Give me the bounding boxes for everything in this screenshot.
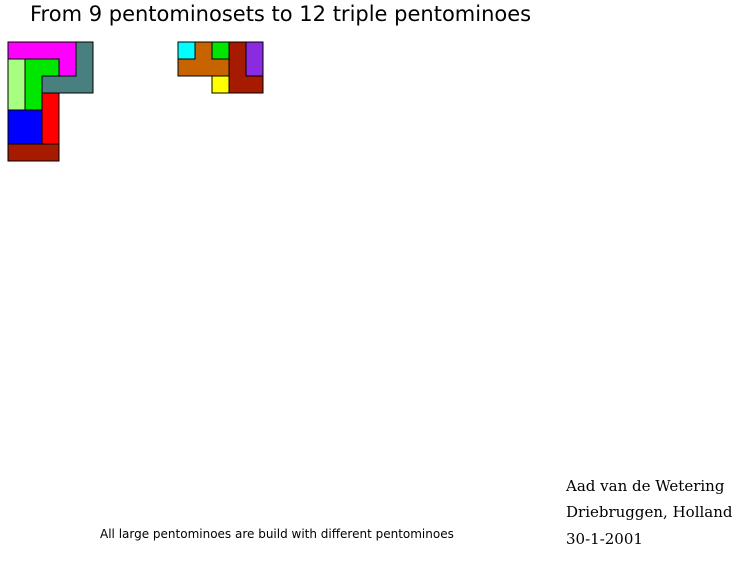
pentomino-cell bbox=[229, 59, 246, 76]
pentomino-cell bbox=[25, 110, 42, 127]
pentomino-cell bbox=[8, 59, 25, 76]
pentomino-cell bbox=[229, 42, 246, 59]
pentomino-cell bbox=[25, 127, 42, 144]
pentomino-cell bbox=[42, 127, 59, 144]
author-name: Aad van de Wetering bbox=[566, 477, 725, 495]
pentomino-cell bbox=[42, 42, 59, 59]
pentomino-cell bbox=[212, 76, 229, 93]
piece-outline bbox=[7, 41, 94, 162]
pentomino-cell bbox=[178, 59, 195, 76]
pentomino-cell bbox=[246, 42, 263, 59]
triple-pentomino-1 bbox=[7, 41, 94, 162]
pentomino-cell bbox=[8, 127, 25, 144]
pentomino-cell bbox=[25, 76, 42, 93]
pentomino-cell bbox=[25, 93, 42, 110]
pentomino-cell bbox=[59, 59, 76, 76]
pentomino-cell bbox=[59, 76, 76, 93]
author-location: Driebruggen, Holland bbox=[566, 503, 733, 521]
pentomino-cell bbox=[8, 76, 25, 93]
caption-note: All large pentominoes are build with dif… bbox=[100, 527, 454, 541]
pentomino-cell bbox=[178, 42, 195, 59]
creation-date: 30-1-2001 bbox=[566, 530, 643, 548]
pentomino-cell bbox=[212, 59, 229, 76]
pentomino-cell bbox=[8, 42, 25, 59]
pentomino-cell bbox=[195, 42, 212, 59]
triple-pentomino-2 bbox=[177, 41, 264, 94]
pentomino-cell bbox=[25, 42, 42, 59]
pentomino-cell bbox=[42, 144, 59, 161]
pentomino-cell bbox=[246, 76, 263, 93]
pentomino-cell bbox=[25, 144, 42, 161]
piece-outline bbox=[177, 41, 264, 94]
pentomino-cell bbox=[59, 42, 76, 59]
pentomino-cell bbox=[195, 59, 212, 76]
pentomino-cell bbox=[229, 76, 246, 93]
pentomino-cell bbox=[25, 59, 42, 76]
pentomino-cell bbox=[42, 59, 59, 76]
page-title: From 9 pentominosets to 12 triple pentom… bbox=[30, 2, 532, 26]
pentomino-cell bbox=[42, 76, 59, 93]
pentomino-cell bbox=[42, 93, 59, 110]
pentomino-cell bbox=[246, 59, 263, 76]
pentomino-cell bbox=[42, 110, 59, 127]
pentomino-cell bbox=[212, 42, 229, 59]
pentomino-cell bbox=[76, 76, 93, 93]
pentomino-cell bbox=[76, 59, 93, 76]
pentomino-cell bbox=[8, 110, 25, 127]
pentomino-cell bbox=[8, 93, 25, 110]
pentomino-cell bbox=[8, 144, 25, 161]
pentomino-cell bbox=[76, 42, 93, 59]
